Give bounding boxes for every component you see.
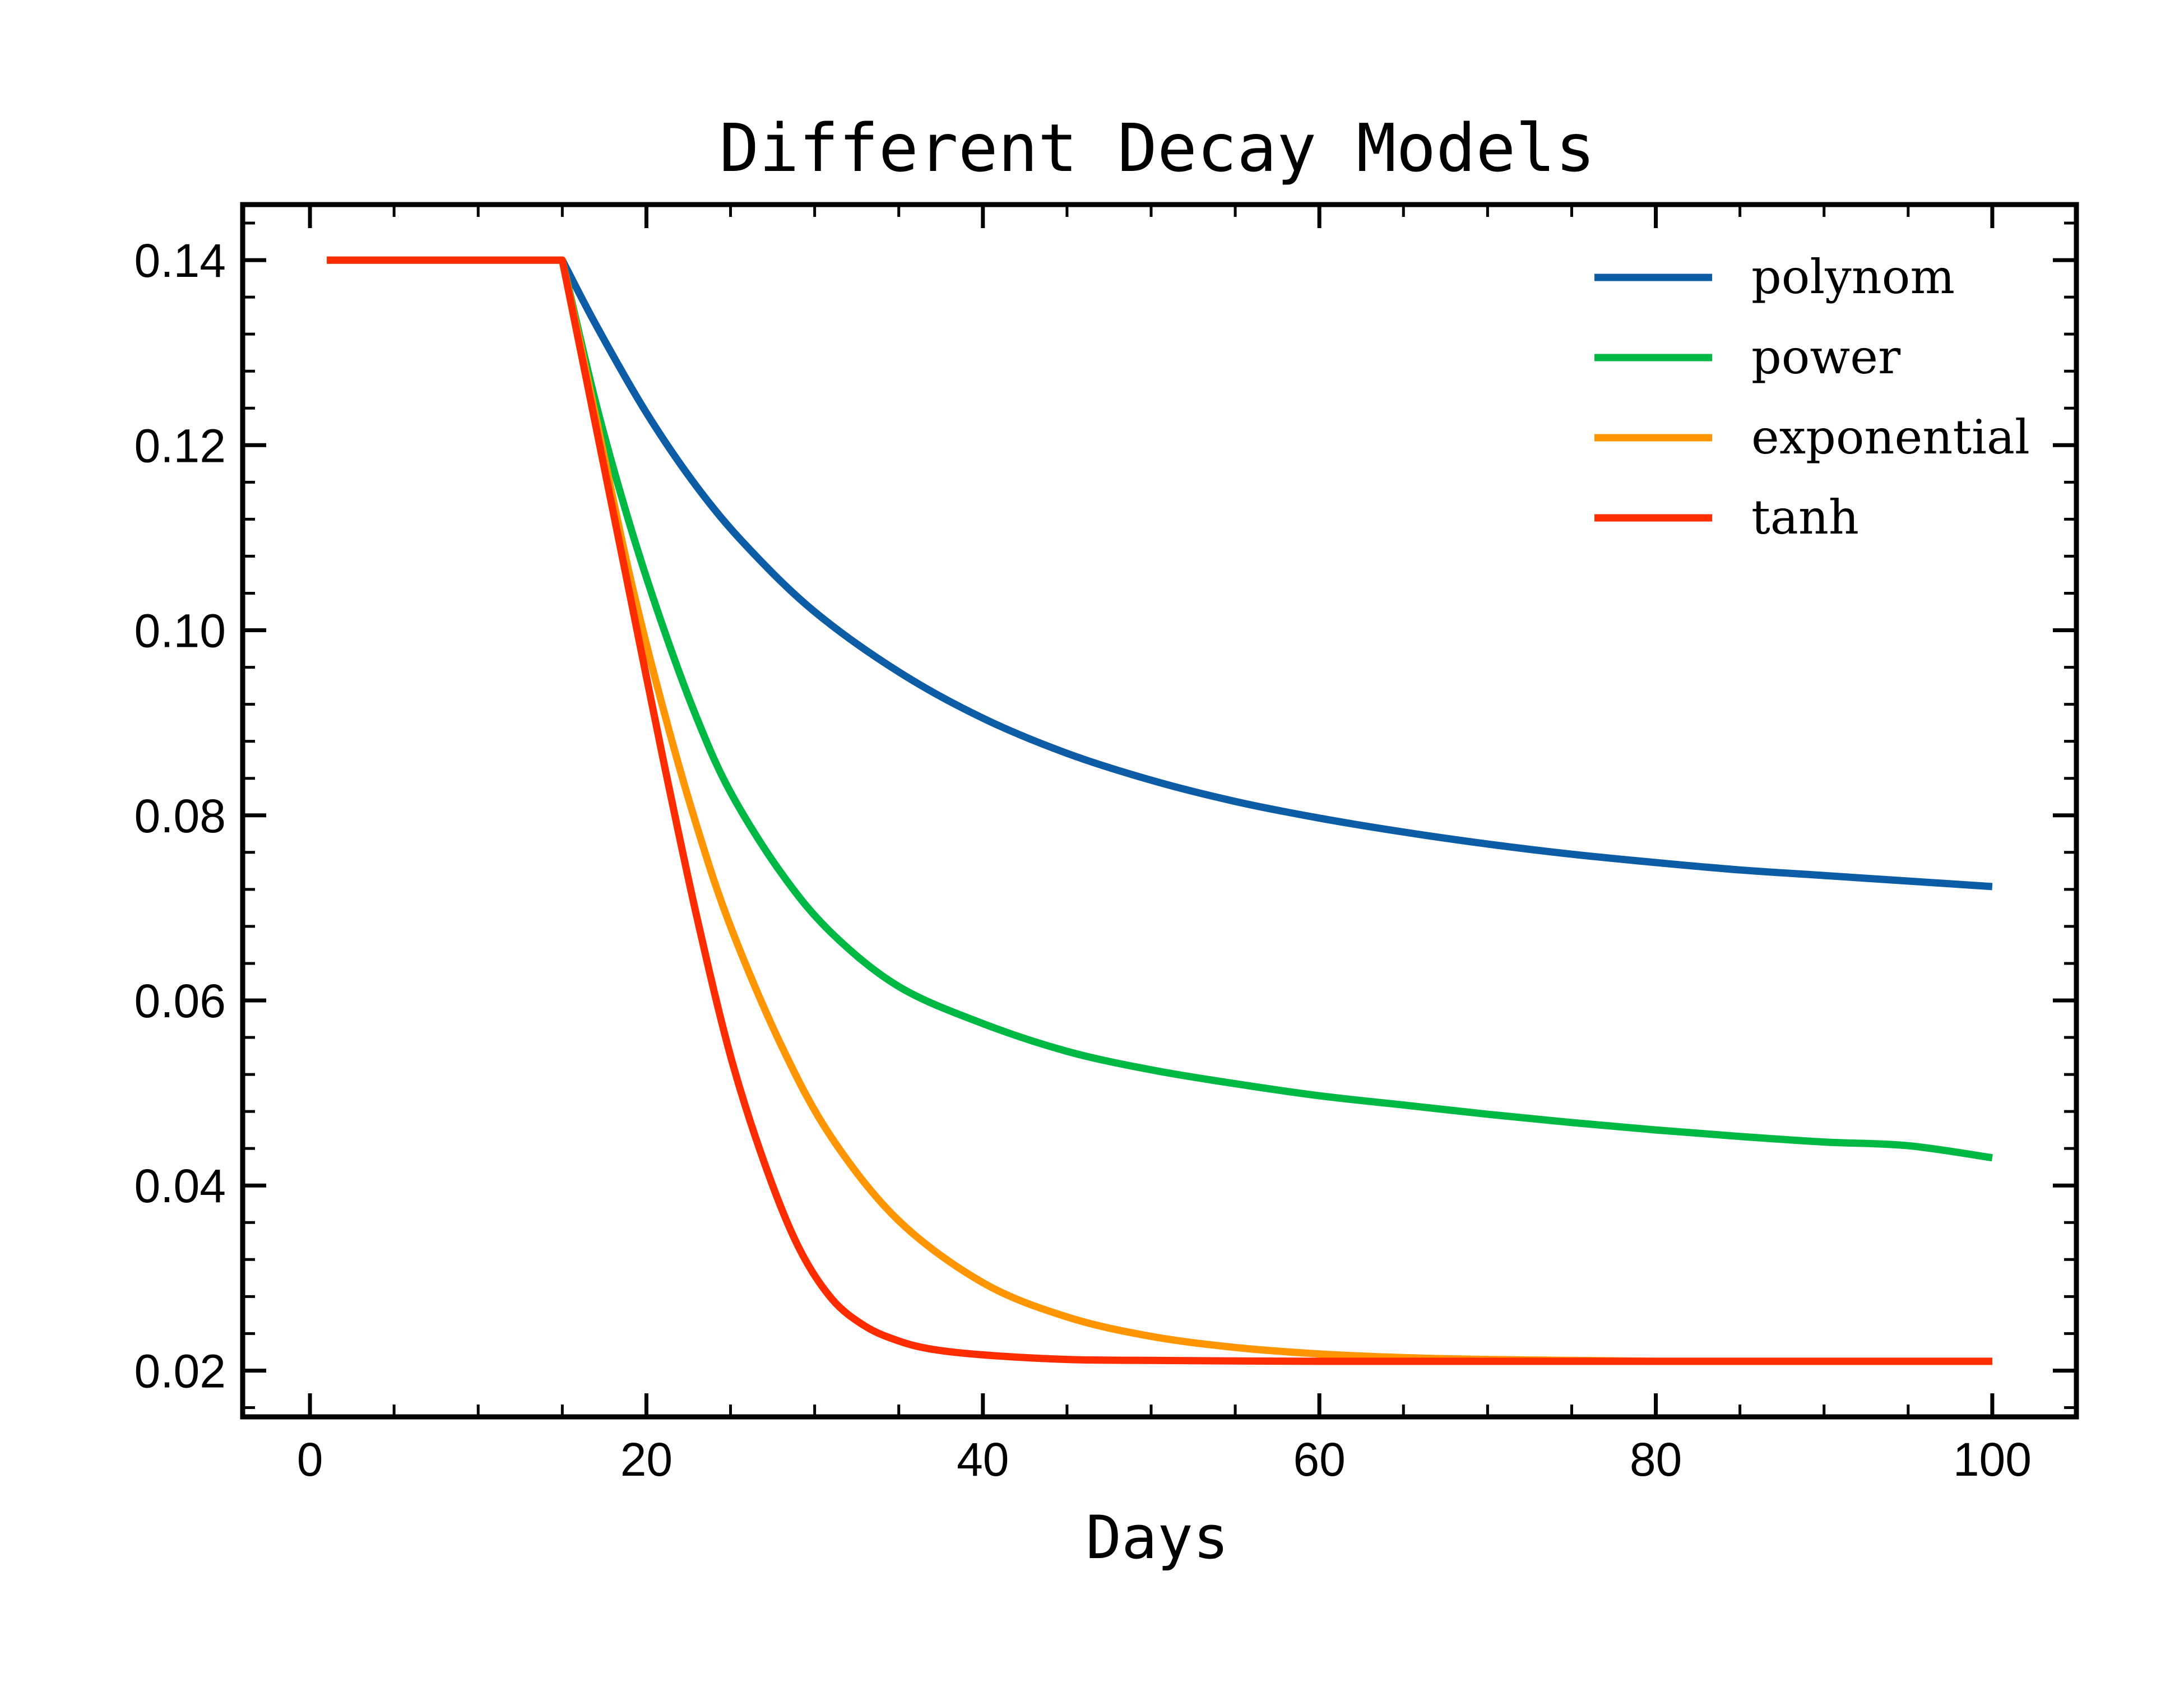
y-tick-label: 0.08 (135, 790, 226, 842)
series-line-power (327, 256, 1993, 1162)
x-tick-label: 80 (1630, 1433, 1682, 1486)
x-tick-label: 100 (1953, 1433, 2032, 1486)
legend-label-polynom: polynom (1751, 249, 1955, 304)
x-tick-label: 40 (957, 1433, 1009, 1486)
chart-title: Different Decay Models (720, 109, 1596, 187)
plot-frame (240, 202, 2079, 1420)
y-tick-label: 0.04 (135, 1160, 226, 1212)
y-tick-label: 0.14 (135, 234, 226, 287)
legend: polynom power exponential tanh (1594, 249, 2030, 545)
x-axis-label: Days (1086, 1503, 1228, 1572)
major-ticks (243, 205, 2076, 1417)
x-tick-label: 0 (297, 1433, 323, 1486)
y-tick-label: 0.10 (135, 605, 226, 657)
series-line-polynom (327, 256, 1993, 891)
legend-label-tanh: tanh (1751, 490, 1859, 545)
tick-labels: 0 20 40 60 80 100 0.02 0.04 0.06 0.08 0.10 0.12 0.14 (135, 234, 2032, 1486)
y-tick-label: 0.12 (135, 419, 226, 472)
y-tick-label: 0.06 (135, 975, 226, 1027)
x-tick-label: 20 (620, 1433, 673, 1486)
legend-label-power: power (1751, 330, 1901, 384)
legend-label-exponential: exponential (1751, 410, 2030, 465)
series-line-tanh (327, 256, 1992, 1365)
y-tick-label: 0.02 (135, 1345, 226, 1397)
series-lines (327, 256, 1993, 1365)
x-tick-label: 60 (1293, 1433, 1345, 1486)
